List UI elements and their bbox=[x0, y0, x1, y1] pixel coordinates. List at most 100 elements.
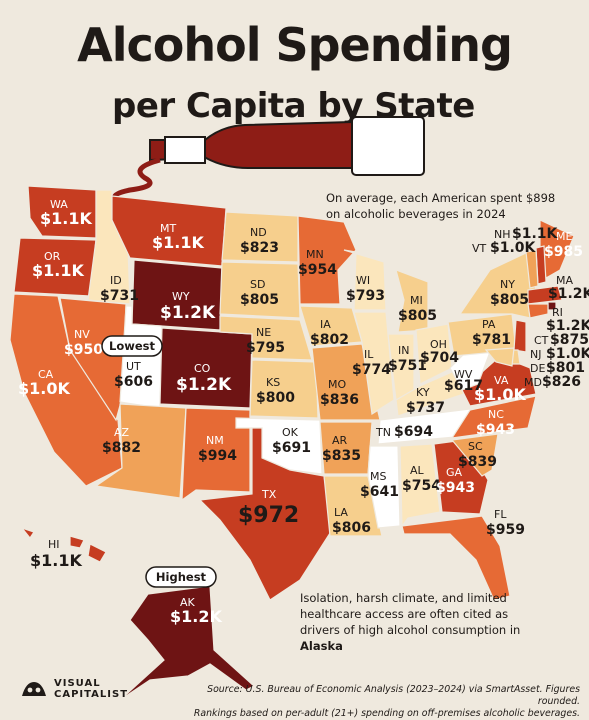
state-value: $731 bbox=[100, 288, 139, 304]
label-MS: MS$641 bbox=[360, 470, 399, 500]
state-MD bbox=[484, 347, 515, 367]
label-MA: MA$1.2K bbox=[548, 274, 589, 302]
state-code: TN bbox=[375, 426, 391, 439]
state-code: MA bbox=[556, 274, 573, 287]
state-code: AR bbox=[332, 434, 348, 447]
state-code: LA bbox=[334, 506, 348, 519]
state-value: $802 bbox=[310, 332, 349, 348]
state-value: $1.2K bbox=[160, 303, 216, 323]
state-code: ND bbox=[250, 226, 267, 239]
state-value: $1.1K bbox=[512, 226, 559, 242]
state-IL bbox=[353, 311, 395, 416]
state-WA bbox=[27, 185, 97, 239]
state-value: $704 bbox=[420, 350, 459, 366]
label-NV: NV$950 bbox=[64, 328, 103, 358]
state-labels: WA$1.1K OR$1.1K CA$1.0K ID$731 NV$950 MT… bbox=[18, 198, 589, 626]
label-IN: IN$751 bbox=[388, 344, 427, 374]
state-value: $754 bbox=[402, 478, 441, 494]
state-code: FL bbox=[494, 508, 507, 521]
label-MD: MD $826 bbox=[524, 374, 581, 390]
state-value: $641 bbox=[360, 484, 399, 500]
state-code: SC bbox=[468, 440, 483, 453]
label-NM: NM$994 bbox=[198, 434, 237, 464]
label-CT: CT $875 bbox=[534, 332, 589, 348]
lowest-badge-text: Lowest bbox=[109, 339, 155, 353]
state-value: $1.2K bbox=[170, 607, 222, 626]
label-HI: HI$1.1K bbox=[30, 538, 82, 570]
highest-badge-text: Highest bbox=[156, 570, 207, 584]
label-NH: NH $1.1K bbox=[494, 226, 559, 242]
source-line-2: Rankings based on per-adult (21+) spendi… bbox=[193, 708, 580, 719]
label-GA: GA$943 bbox=[436, 466, 475, 496]
state-SC bbox=[450, 433, 499, 477]
alaska-note-state: Alaska bbox=[300, 639, 343, 653]
source-line-1: Source: U.S. Bureau of Economic Analysis… bbox=[207, 684, 580, 707]
state-value: $694 bbox=[394, 424, 433, 440]
label-NC: NC$943 bbox=[476, 408, 515, 438]
source: Source: U.S. Bureau of Economic Analysis… bbox=[170, 684, 580, 720]
state-value: $805 bbox=[398, 308, 437, 324]
state-code: ID bbox=[110, 274, 122, 287]
state-code: MS bbox=[370, 470, 386, 483]
state-code: OR bbox=[44, 250, 61, 263]
state-value: $875 bbox=[550, 332, 589, 348]
state-value: $1.1K bbox=[152, 233, 204, 252]
label-AZ: AZ$882 bbox=[102, 426, 141, 456]
label-FL: FL$959 bbox=[486, 508, 525, 538]
state-code: KY bbox=[416, 386, 430, 399]
state-value: $606 bbox=[114, 374, 153, 390]
state-code: PA bbox=[482, 318, 496, 331]
state-CT bbox=[527, 303, 549, 319]
state-value: $943 bbox=[436, 480, 475, 496]
state-value: $882 bbox=[102, 440, 141, 456]
state-code: CO bbox=[194, 362, 211, 375]
lowest-badge: Lowest bbox=[101, 335, 163, 357]
alaska-note: Isolation, harsh climate, and limited he… bbox=[300, 590, 540, 654]
label-KY: KY$737 bbox=[406, 386, 445, 416]
label-WY: WY$1.2K bbox=[160, 290, 216, 323]
state-code: IL bbox=[364, 348, 374, 361]
state-code: WI bbox=[356, 274, 370, 287]
label-MO: MO$836 bbox=[320, 378, 359, 408]
state-value: $839 bbox=[458, 454, 497, 470]
label-IA: IA$802 bbox=[310, 318, 349, 348]
label-VA: VA$1.0K bbox=[474, 374, 526, 404]
state-value: $1.1K bbox=[40, 209, 92, 228]
state-VA bbox=[461, 355, 537, 407]
logo-line-2: CAPITALIST bbox=[54, 689, 129, 700]
visual-capitalist-logo: VISUAL CAPITALIST bbox=[20, 678, 128, 700]
state-code: WA bbox=[50, 198, 68, 211]
label-MT: MT$1.1K bbox=[152, 222, 204, 252]
state-code: ME bbox=[556, 230, 572, 243]
state-value: $972 bbox=[238, 503, 299, 528]
highest-badge: Highest bbox=[145, 566, 217, 588]
state-SD bbox=[219, 261, 301, 319]
label-ME: ME$985 bbox=[544, 230, 583, 260]
state-WI bbox=[343, 249, 387, 311]
state-code: VT bbox=[472, 242, 487, 255]
state-LA bbox=[323, 475, 383, 537]
label-LA: LA$806 bbox=[332, 506, 371, 536]
state-FL bbox=[401, 515, 511, 601]
state-value: $800 bbox=[256, 390, 295, 406]
state-code: NV bbox=[74, 328, 90, 341]
label-VT: VT $1.0K bbox=[472, 240, 537, 256]
state-ND bbox=[221, 211, 299, 263]
state-value: $1.2K bbox=[546, 318, 589, 334]
state-ME bbox=[539, 219, 575, 279]
logo-icon bbox=[22, 682, 46, 696]
state-value: $793 bbox=[346, 288, 385, 304]
label-NY: NY$805 bbox=[490, 278, 529, 308]
label-RI: RI$1.2K bbox=[546, 306, 589, 334]
label-WV: WV$617 bbox=[444, 368, 483, 394]
state-MS bbox=[367, 445, 401, 529]
state-code: WV bbox=[454, 368, 473, 381]
state-NC bbox=[450, 395, 537, 439]
state-UT bbox=[119, 305, 163, 409]
state-value: $1.0K bbox=[490, 240, 537, 256]
state-value: $826 bbox=[542, 374, 581, 390]
state-value: $806 bbox=[332, 520, 371, 536]
state-code: IN bbox=[398, 344, 409, 357]
label-AR: AR$835 bbox=[322, 434, 361, 464]
